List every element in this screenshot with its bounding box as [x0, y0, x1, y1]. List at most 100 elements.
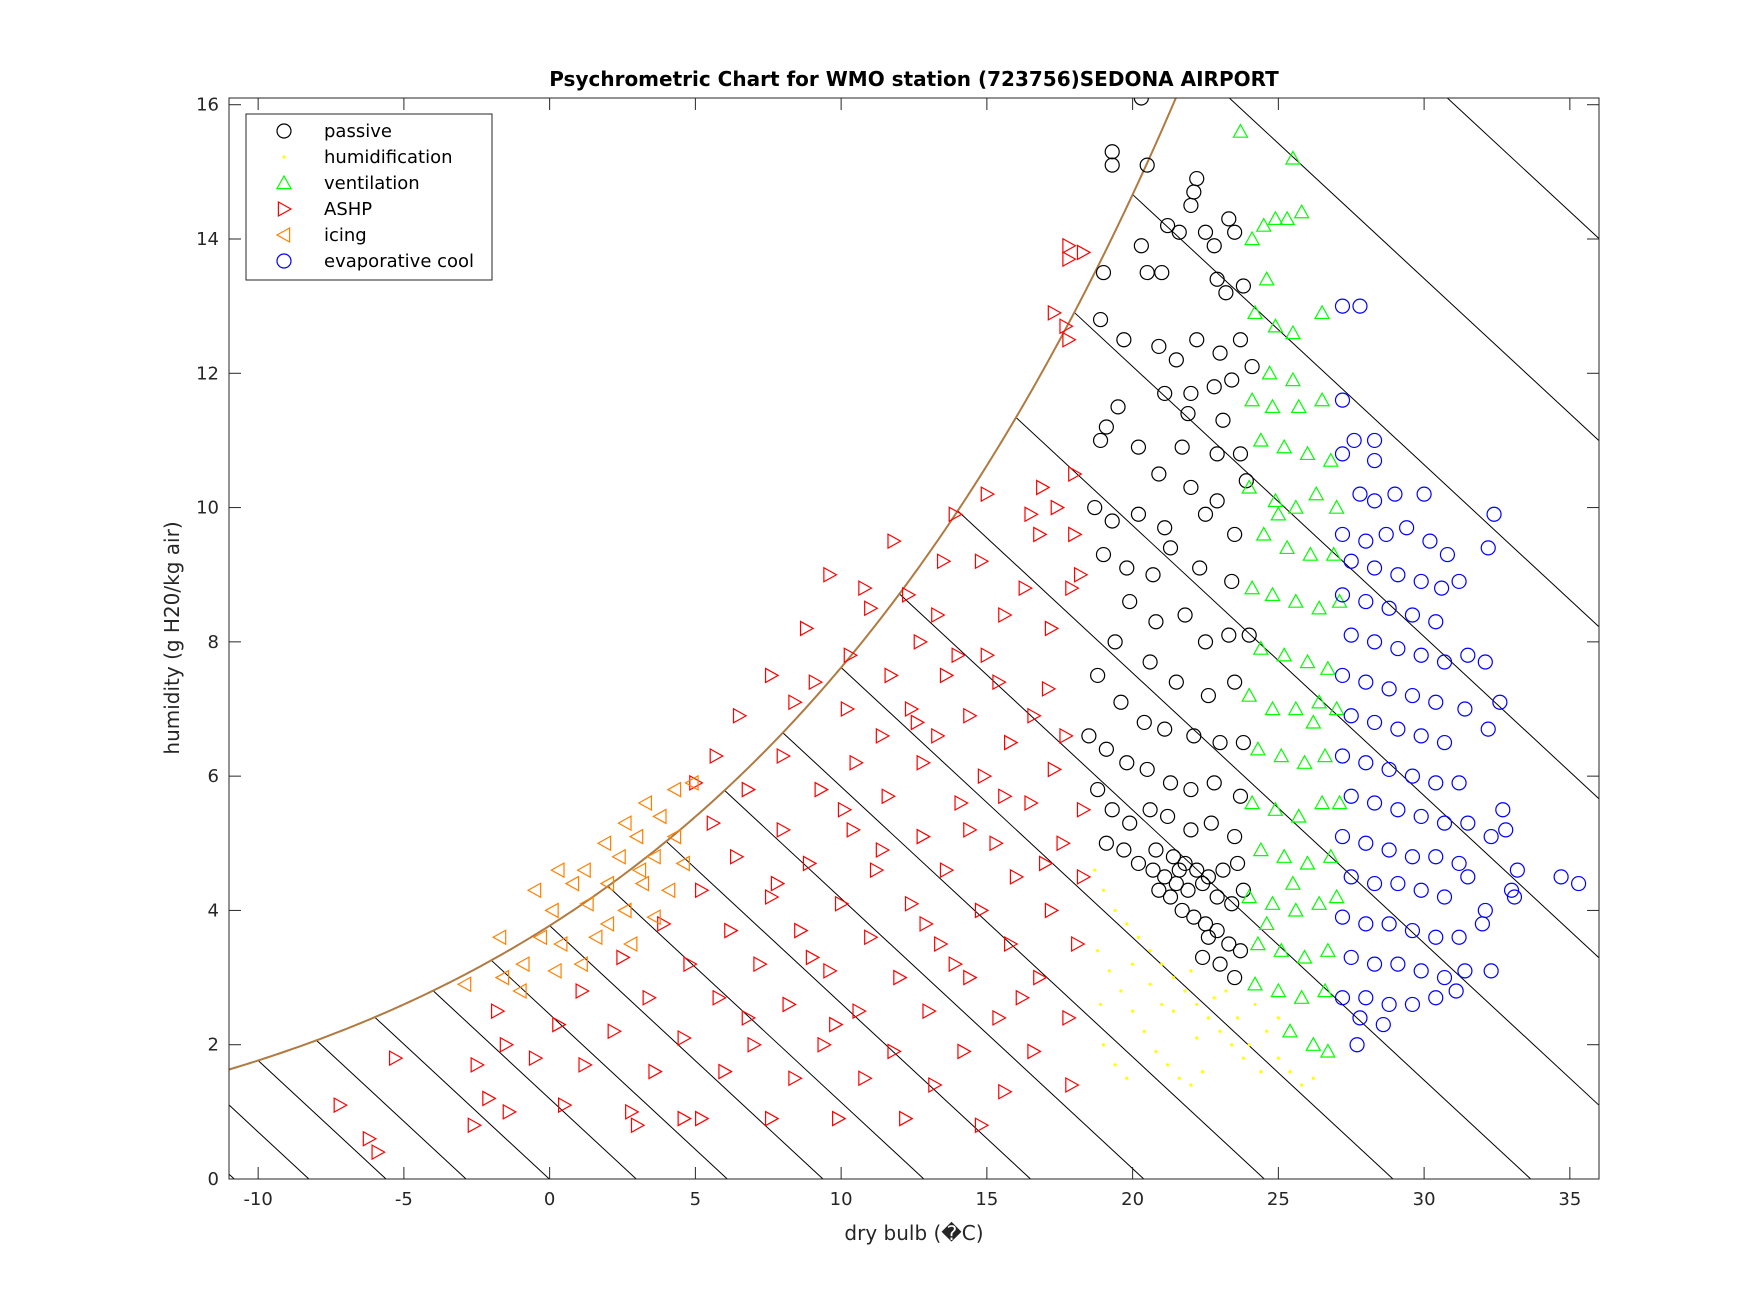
data-point	[1180, 405, 1196, 422]
data-point	[1024, 794, 1039, 812]
data-point	[623, 935, 638, 953]
data-point	[1284, 875, 1301, 890]
data-point	[1433, 580, 1450, 596]
data-point	[919, 915, 934, 932]
data-point	[980, 647, 996, 664]
data-point	[980, 486, 996, 503]
x-tick-label: 15	[975, 1189, 998, 1210]
data-point	[1133, 98, 1149, 106]
data-point	[1270, 982, 1287, 998]
series-humidification	[1093, 868, 1315, 1087]
enthalpy-line	[665, 840, 1031, 1179]
data-point	[1235, 734, 1251, 751]
data-point	[974, 902, 990, 919]
legend-label: ventilation	[324, 173, 420, 194]
y-tick-label: 4	[208, 900, 219, 921]
data-point	[1276, 438, 1293, 454]
y-tick-label: 12	[196, 363, 219, 384]
y-tick-label: 16	[196, 95, 219, 116]
data-point	[1110, 399, 1126, 415]
data-point	[1206, 379, 1222, 395]
data-point	[893, 969, 908, 986]
y-tick-label: 8	[208, 632, 219, 653]
data-point	[1212, 996, 1216, 1000]
enthalpy-line	[1132, 194, 1599, 628]
data-point	[1334, 446, 1351, 462]
data-point	[1319, 660, 1336, 675]
data-point	[1399, 520, 1415, 536]
legend-marker	[276, 123, 292, 139]
data-point	[788, 1070, 803, 1087]
data-point	[1200, 1069, 1205, 1074]
data-point	[1130, 506, 1147, 522]
data-point	[1390, 802, 1406, 818]
data-point	[1334, 587, 1351, 603]
data-point	[1390, 875, 1406, 892]
data-point	[1224, 896, 1240, 912]
data-point	[1428, 694, 1444, 710]
data-point	[1015, 989, 1031, 1006]
series-icing	[456, 774, 699, 1000]
data-point	[1273, 942, 1290, 957]
data-point	[1104, 157, 1120, 173]
data-point	[1177, 1076, 1181, 1080]
data-point	[1148, 949, 1152, 953]
data-point	[814, 781, 829, 798]
data-point	[916, 828, 931, 845]
data-point	[1413, 808, 1429, 825]
data-point	[1334, 828, 1351, 845]
data-point	[1404, 922, 1421, 939]
data-point	[805, 949, 821, 966]
data-point	[1142, 802, 1158, 818]
data-point	[1024, 506, 1039, 523]
data-point	[1215, 862, 1231, 878]
data-point	[1319, 1043, 1336, 1058]
data-point	[1300, 1083, 1304, 1087]
data-point	[628, 828, 644, 845]
data-point	[1270, 506, 1287, 521]
data-point	[1509, 862, 1525, 878]
data-point	[1151, 338, 1167, 355]
data-point	[1165, 849, 1182, 865]
data-point	[910, 714, 926, 731]
data-point	[362, 1130, 378, 1147]
data-point	[928, 1076, 943, 1094]
data-point	[1162, 889, 1179, 905]
data-point	[1107, 634, 1123, 650]
data-point	[1194, 949, 1211, 966]
data-point	[1232, 123, 1249, 138]
data-point	[1151, 882, 1167, 898]
data-point	[1162, 540, 1179, 556]
data-point	[1252, 640, 1269, 655]
data-point	[1506, 889, 1523, 905]
data-point	[1273, 747, 1290, 763]
data-point	[1003, 734, 1019, 751]
enthalpy-line	[491, 959, 728, 1179]
data-point	[1457, 701, 1473, 717]
data-point	[1366, 795, 1383, 811]
data-point	[1018, 580, 1034, 597]
data-point	[1244, 230, 1261, 246]
data-point	[1381, 916, 1397, 932]
data-point	[467, 1117, 483, 1134]
data-point	[1343, 627, 1359, 643]
data-point	[849, 754, 864, 771]
data-point	[1390, 721, 1406, 737]
data-point	[1033, 526, 1048, 543]
data-point	[936, 553, 952, 570]
data-point	[528, 1050, 544, 1067]
data-point	[957, 1043, 972, 1060]
data-point	[1168, 674, 1184, 690]
data-point	[1328, 888, 1345, 904]
data-point	[1346, 432, 1362, 449]
data-point	[599, 915, 615, 932]
data-point	[913, 633, 929, 650]
data-point	[1305, 1036, 1322, 1051]
data-point	[1235, 882, 1251, 898]
data-point	[637, 794, 653, 812]
data-point	[1358, 755, 1374, 771]
data-point	[1206, 1016, 1211, 1020]
data-point	[764, 888, 780, 906]
data-point	[1287, 902, 1304, 917]
data-point	[1235, 1016, 1240, 1020]
